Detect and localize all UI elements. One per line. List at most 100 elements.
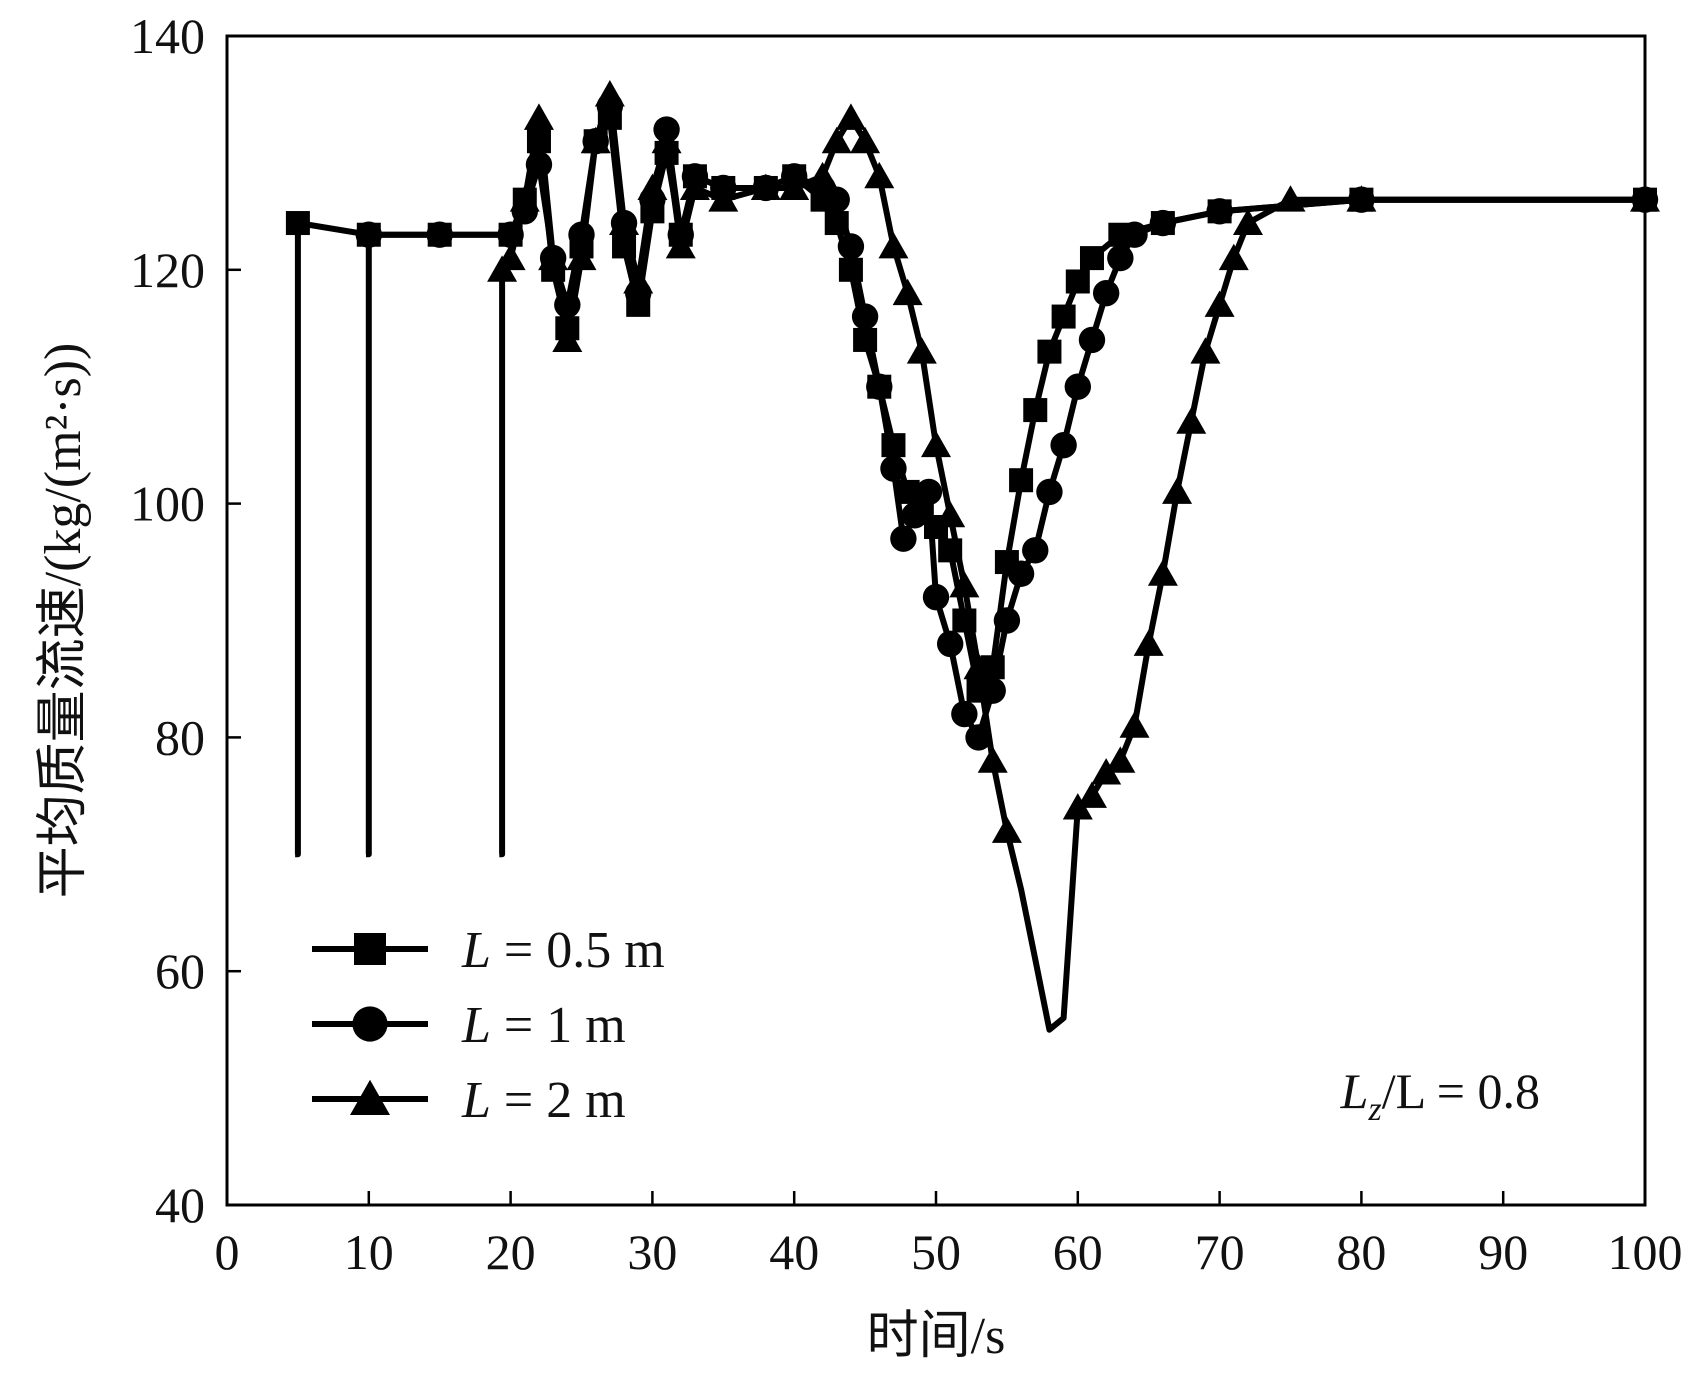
legend-label-variable: L: [461, 997, 491, 1054]
series-marker-circle: [866, 373, 893, 400]
legend-label: L = 1 m: [461, 997, 626, 1054]
series-marker-circle: [979, 677, 1006, 704]
series-marker-circle: [901, 502, 928, 529]
series-marker-triangle: [977, 746, 1008, 773]
series-marker-square: [1009, 468, 1034, 493]
series-marker-circle: [951, 700, 978, 728]
x-tick-label: 30: [627, 1224, 677, 1280]
x-tick-label: 100: [1608, 1224, 1683, 1280]
series-marker-triangle: [991, 816, 1022, 843]
x-axis-ticks: 0 10 20 30 40 50 60 70 80 90 100: [215, 1191, 1683, 1280]
series-marker-square: [1051, 304, 1076, 329]
legend-label: L = 2 m: [461, 1072, 626, 1129]
series-marker-triangle: [1190, 337, 1221, 364]
x-tick-label: 80: [1336, 1224, 1386, 1280]
series-marker-triangle: [651, 126, 682, 154]
series-marker-circle: [1078, 326, 1106, 354]
series-marker-circle: [823, 186, 850, 213]
series-marker-circle: [851, 303, 879, 330]
series-marker-triangle: [637, 173, 668, 200]
x-tick-label: 70: [1195, 1224, 1245, 1280]
legend-label-variable: L: [461, 922, 491, 979]
plot-frame: [225, 34, 1647, 1207]
series-marker-triangle: [1630, 185, 1660, 212]
series-marker-square: [1065, 269, 1090, 294]
series-marker-triangle: [935, 500, 966, 528]
series-marker-triangle: [821, 126, 852, 154]
y-tick-label: 40: [155, 1177, 205, 1233]
series-marker-triangle: [1147, 559, 1178, 586]
series-marker-triangle: [963, 652, 994, 680]
legend-label-value: = 0.5 m: [491, 922, 665, 979]
series-marker-square: [285, 211, 310, 236]
series-marker-triangle: [708, 185, 739, 212]
series-marker-circle: [890, 525, 917, 552]
series-marker-triangle: [623, 267, 654, 294]
series-marker-triangle: [779, 173, 810, 200]
series-marker-circle: [922, 583, 950, 611]
x-axis-label: 时间/s: [867, 1308, 1006, 1365]
y-axis-label: 平均质量流速/(kg/(m²·s)): [35, 343, 92, 899]
series-marker-circle: [355, 221, 382, 248]
series-marker-circle: [1007, 560, 1035, 587]
series-marker-triangle: [609, 208, 640, 236]
x-tick-label: 40: [769, 1224, 819, 1280]
series-marker-triangle: [1275, 185, 1306, 212]
series-marker-triangle: [1076, 781, 1107, 808]
legend-label-variable: L: [461, 1072, 491, 1129]
plot-area: 0 10 20 30 40 50 60 70 80 90 100 40 60 80 100 120 140: [130, 8, 1683, 1280]
series-marker-triangle: [864, 161, 895, 189]
series-marker-triangle: [495, 243, 526, 271]
series-marker-circle: [426, 221, 453, 248]
x-tick-label: 90: [1478, 1224, 1528, 1280]
series-marker-circle: [1092, 279, 1120, 307]
series-marker-triangle: [949, 571, 980, 598]
series-marker-circle: [1036, 478, 1063, 506]
x-tick-label: 0: [215, 1224, 240, 1280]
ratio-annotation: Lz/L = 0.8: [1340, 1063, 1540, 1128]
series-marker-triangle: [906, 337, 937, 364]
series-marker-square: [354, 933, 386, 965]
series-line: [499, 91, 1645, 1033]
series-marker-circle: [1107, 244, 1134, 272]
series-marker-circle: [1206, 198, 1233, 225]
y-tick-label: 60: [155, 943, 205, 999]
series-marker-triangle: [921, 430, 951, 458]
x-tick-label: 60: [1053, 1224, 1103, 1280]
y-tick-label: 80: [155, 709, 205, 765]
series-marker-triangle: [538, 243, 569, 271]
series-marker-triangle: [850, 126, 881, 154]
legend-label: L = 0.5 m: [461, 922, 665, 979]
series-marker-triangle: [1232, 208, 1263, 236]
series-marker-square: [1079, 246, 1104, 271]
series-marker-triangle: [580, 126, 611, 154]
x-tick-label: 20: [486, 1224, 536, 1280]
series-marker-square: [1037, 339, 1062, 364]
series-marker-triangle: [1162, 477, 1193, 504]
series-marker-circle: [1022, 537, 1049, 564]
series-marker-triangle: [878, 232, 909, 259]
legend-label-value: = 1 m: [491, 997, 626, 1054]
series-marker-triangle: [807, 161, 838, 189]
series-marker-triangle: [1119, 711, 1150, 738]
series-marker-circle: [936, 630, 964, 658]
series-marker-circle: [837, 233, 865, 260]
series-marker-triangle: [350, 1079, 390, 1115]
series-triangle: [487, 80, 1660, 1033]
series-marker-triangle: [509, 185, 540, 212]
annotation-rest: /L = 0.8: [1382, 1063, 1540, 1119]
series-marker-triangle: [1204, 290, 1235, 317]
series-marker-triangle: [1062, 793, 1093, 820]
series-marker-circle: [1050, 431, 1077, 459]
series-marker-triangle: [523, 103, 554, 130]
series-marker-triangle: [665, 232, 696, 259]
x-tick-label: 10: [344, 1224, 394, 1280]
series-marker-triangle: [566, 243, 597, 271]
legend-label-value: = 2 m: [491, 1072, 626, 1129]
y-tick-label: 140: [130, 8, 205, 64]
series-marker-circle: [1064, 373, 1092, 400]
series-marker-triangle: [835, 103, 866, 130]
y-tick-label: 120: [130, 242, 205, 298]
series-marker-circle: [1121, 221, 1148, 248]
